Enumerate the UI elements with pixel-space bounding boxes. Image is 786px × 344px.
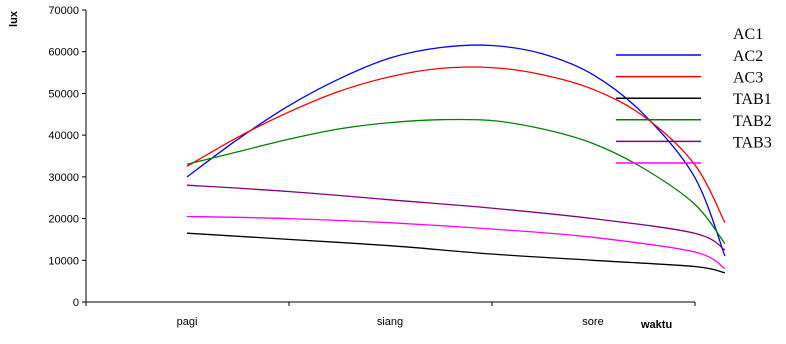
legend-label-tab2: TAB2 <box>733 113 772 130</box>
y-axis-title: lux <box>8 10 20 27</box>
legend-label-ac1: AC1 <box>733 26 763 43</box>
series-line-tab1 <box>186 232 726 274</box>
y-tick-label: 40000 <box>48 130 79 142</box>
x-tick-label: sore <box>582 316 603 328</box>
y-axis-ticks: 0 10000 20000 30000 40000 50000 60000 70000 <box>48 5 86 309</box>
series-lines <box>186 44 726 274</box>
y-tick-label: 10000 <box>48 255 79 267</box>
y-tick-label: 20000 <box>48 214 79 226</box>
series-line-ac2 <box>186 44 726 257</box>
legend-label-ac2: AC2 <box>733 48 763 65</box>
x-axis-title: waktu <box>640 319 672 331</box>
legend-label-tab3: TAB3 <box>733 134 772 151</box>
y-tick-label: 60000 <box>48 47 79 59</box>
legend-label-tab1: TAB1 <box>733 91 772 108</box>
x-axis-ticks: pagi siang sore <box>85 302 696 328</box>
series-line-tab3 <box>186 184 726 251</box>
series-line-unnamed <box>186 215 726 270</box>
series-line-tab2 <box>186 118 726 244</box>
y-tick-label: 0 <box>73 297 79 309</box>
x-tick-label: siang <box>377 316 403 328</box>
y-tick-label: 50000 <box>48 88 79 100</box>
y-tick-label: 70000 <box>48 5 79 17</box>
y-tick-label: 30000 <box>48 172 79 184</box>
legend: AC1 AC2 AC3 TAB1 TAB2 TAB3 <box>616 26 772 164</box>
x-tick-label: pagi <box>177 316 198 328</box>
series-line-ac3 <box>186 66 726 223</box>
legend-label-ac3: AC3 <box>733 70 763 87</box>
